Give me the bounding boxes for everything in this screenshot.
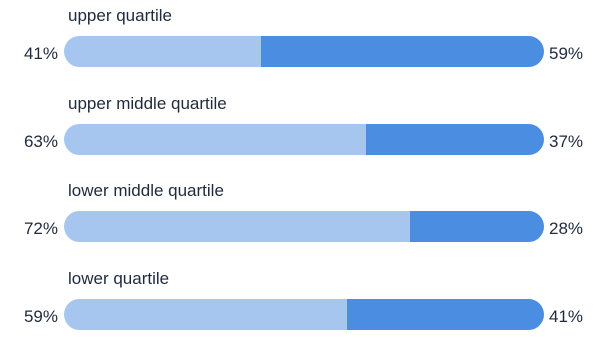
bar-segment-dark	[347, 299, 544, 330]
stacked-bar	[64, 124, 544, 155]
bar-row: upper middle quartile 63% 37%	[0, 93, 594, 175]
pay-quartile-chart: upper quartile 41% 59% upper middle quartil…	[0, 5, 594, 330]
bar-segment-dark	[260, 36, 544, 67]
stacked-bar	[64, 299, 544, 330]
category-label: upper middle quartile	[68, 94, 227, 113]
bar-segment-dark	[366, 124, 544, 155]
right-value-label: 41%	[549, 307, 584, 326]
bar-row: lower quartile 59% 41%	[0, 268, 594, 350]
stacked-bar	[64, 36, 544, 67]
category-label: upper quartile	[68, 6, 172, 25]
left-value-label: 63%	[23, 132, 58, 151]
bar-row: lower middle quartile 72% 28%	[0, 180, 594, 262]
bar-segment-light	[64, 124, 367, 155]
right-value-label: 28%	[549, 219, 584, 238]
right-value-label: 59%	[549, 44, 584, 63]
stacked-bar	[64, 211, 544, 242]
bar-segment-light	[64, 211, 410, 242]
right-value-label: 37%	[549, 132, 584, 151]
left-value-label: 72%	[23, 219, 58, 238]
bar-row: upper quartile 41% 59%	[0, 5, 594, 87]
bar-segment-dark	[409, 211, 544, 242]
bar-segment-light	[64, 299, 348, 330]
left-value-label: 41%	[23, 44, 58, 63]
left-value-label: 59%	[23, 307, 58, 326]
category-label: lower quartile	[68, 269, 170, 288]
bar-segment-light	[64, 36, 261, 67]
category-label: lower middle quartile	[68, 181, 224, 200]
